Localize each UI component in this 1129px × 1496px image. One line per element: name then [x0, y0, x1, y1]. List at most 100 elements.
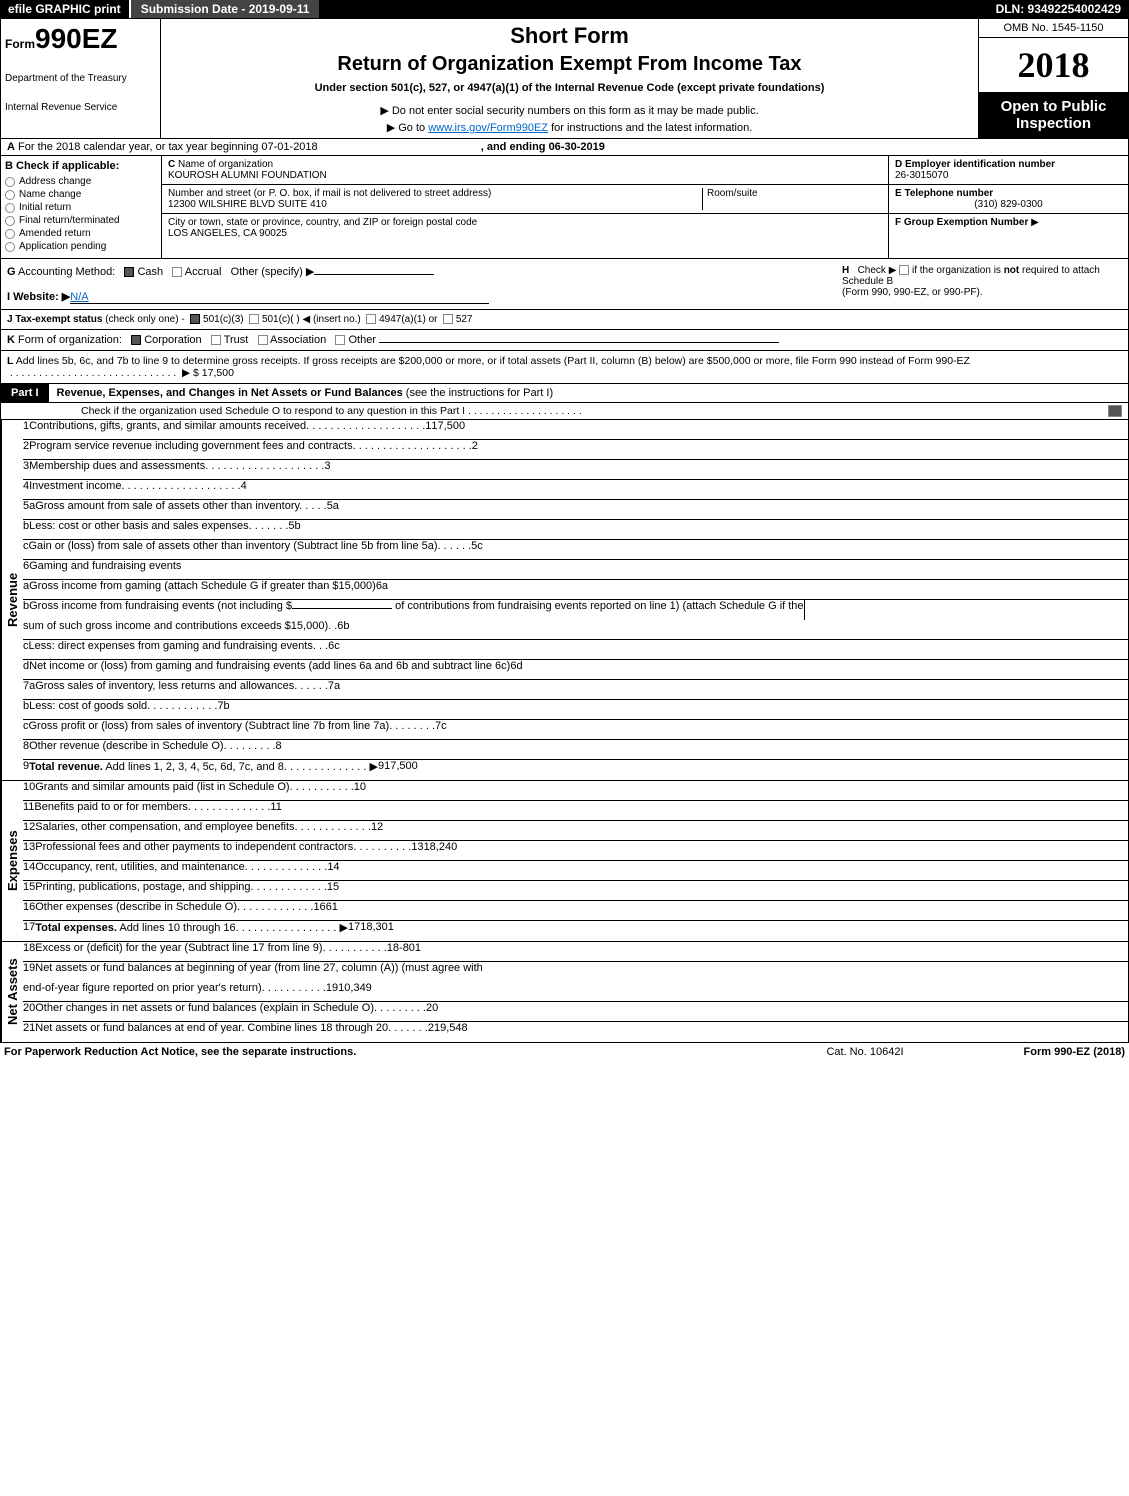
- line-1: 1Contributions, gifts, grants, and simil…: [23, 420, 1128, 440]
- submission-date: Submission Date - 2019-09-11: [131, 0, 320, 18]
- opt-application-pending[interactable]: Application pending: [5, 241, 157, 252]
- line-19a: 19Net assets or fund balances at beginni…: [23, 962, 1128, 982]
- tax-year-begin: For the 2018 calendar year, or tax year …: [18, 141, 318, 153]
- checkbox-trust-icon[interactable]: [211, 335, 221, 345]
- tax-year-end: , and ending 06-30-2019: [481, 141, 605, 153]
- checkbox-cash-icon[interactable]: [124, 267, 134, 277]
- dept-irs: Internal Revenue Service: [5, 102, 156, 113]
- opt-amended-return[interactable]: Amended return: [5, 228, 157, 239]
- org-name: KOUROSH ALUMNI FOUNDATION: [168, 170, 327, 181]
- label-j: J Tax-exempt status: [7, 314, 102, 325]
- radio-icon: [5, 242, 15, 252]
- room-suite: Room/suite: [702, 188, 882, 210]
- open-to-public: Open to Public Inspection: [979, 92, 1128, 138]
- col-def: D Employer identification number 26-3015…: [888, 156, 1128, 258]
- org-city: LOS ANGELES, CA 90025: [168, 228, 287, 239]
- checkbox-assoc-icon[interactable]: [258, 335, 268, 345]
- row-l: L Add lines 5b, 6c, and 7b to line 9 to …: [0, 351, 1129, 384]
- subtitle: Under section 501(c), 527, or 4947(a)(1)…: [169, 82, 970, 94]
- goto-prefix: ▶ Go to: [387, 122, 428, 134]
- note-goto: ▶ Go to www.irs.gov/Form990EZ for instru…: [169, 121, 970, 134]
- radio-icon: [5, 203, 15, 213]
- opt-address-change[interactable]: Address change: [5, 176, 157, 187]
- part1-title: Revenue, Expenses, and Changes in Net As…: [49, 384, 1128, 402]
- row-gh: G Accounting Method: Cash Accrual Other …: [0, 259, 1129, 310]
- website-value[interactable]: N/A: [70, 291, 488, 304]
- line-17-value: 18,301: [360, 921, 394, 941]
- page-footer: For Paperwork Reduction Act Notice, see …: [0, 1043, 1129, 1061]
- label-k: K: [7, 334, 15, 346]
- line-4: 4Investment income. . . . . . . . . . . …: [23, 480, 1128, 500]
- irs-link[interactable]: www.irs.gov/Form990EZ: [428, 122, 548, 134]
- omb-number: OMB No. 1545-1150: [979, 19, 1128, 38]
- row-j: J Tax-exempt status (check only one) - 5…: [0, 310, 1129, 330]
- phone-value: (310) 829-0300: [895, 199, 1122, 210]
- line-6b-2: sum of such gross income and contributio…: [23, 620, 1128, 640]
- line-5c: cGain or (loss) from sale of assets othe…: [23, 540, 1128, 560]
- line-19-value: 10,349: [338, 982, 372, 1001]
- checkbox-accrual-icon[interactable]: [172, 267, 182, 277]
- phone-cell: E Telephone number (310) 829-0300: [889, 185, 1128, 214]
- ein-label: D Employer identification number: [895, 159, 1055, 170]
- line-20: 20Other changes in net assets or fund ba…: [23, 1002, 1128, 1022]
- checkbox-corp-icon[interactable]: [131, 335, 141, 345]
- line-6b-1: bGross income from fundraising events (n…: [23, 600, 1128, 620]
- line-21-value: 9,548: [440, 1022, 468, 1042]
- open-line1: Open to Public: [983, 98, 1124, 115]
- addr-cell: Number and street (or P. O. box, if mail…: [162, 185, 888, 214]
- netassets-side-label: Net Assets: [1, 942, 23, 1042]
- group-label: F Group Exemption Number: [895, 217, 1028, 228]
- other-org-blank: [379, 342, 779, 343]
- label-l: L: [7, 355, 13, 367]
- revenue-side-label: Revenue: [1, 420, 23, 780]
- line-6a: aGross income from gaming (attach Schedu…: [23, 580, 1128, 600]
- name-label: Name of organization: [178, 159, 273, 170]
- line-8: 8Other revenue (describe in Schedule O).…: [23, 740, 1128, 760]
- form-header: Form990EZ Department of the Treasury Int…: [0, 18, 1129, 139]
- label-i: I Website: ▶: [7, 291, 70, 303]
- schedule-o-checkbox-icon[interactable]: [1108, 405, 1122, 417]
- arrow-icon: ▶: [1031, 217, 1039, 228]
- line-6: 6Gaming and fundraising events: [23, 560, 1128, 580]
- line-6c: cLess: direct expenses from gaming and f…: [23, 640, 1128, 660]
- checkbox-527-icon[interactable]: [443, 314, 453, 324]
- gross-receipts: $ 17,500: [193, 367, 234, 379]
- dln: DLN: 93492254002429: [988, 0, 1129, 18]
- org-address: 12300 WILSHIRE BLVD SUITE 410: [168, 199, 327, 210]
- arrow-icon: ▶: [182, 367, 190, 379]
- checkbox-501c-icon[interactable]: [249, 314, 259, 324]
- checkbox-4947-icon[interactable]: [366, 314, 376, 324]
- line-21: 21Net assets or fund balances at end of …: [23, 1022, 1128, 1042]
- cat-no: Cat. No. 10642I: [826, 1046, 903, 1058]
- line-15: 15Printing, publications, postage, and s…: [23, 881, 1128, 901]
- checkbox-other-icon[interactable]: [335, 335, 345, 345]
- return-title: Return of Organization Exempt From Incom…: [169, 53, 970, 76]
- opt-final-return[interactable]: Final return/terminated: [5, 215, 157, 226]
- top-bar: efile GRAPHIC print Submission Date - 20…: [0, 0, 1129, 18]
- line-9: 9Total revenue. Add lines 1, 2, 3, 4, 5c…: [23, 760, 1128, 780]
- line-1-value: 17,500: [431, 420, 465, 439]
- header-right: OMB No. 1545-1150 2018 Open to Public In…: [978, 19, 1128, 138]
- phone-label: E Telephone number: [895, 188, 993, 199]
- label-h: H: [842, 265, 849, 276]
- line-5a: 5aGross amount from sale of assets other…: [23, 500, 1128, 520]
- line-5b: bLess: cost or other basis and sales exp…: [23, 520, 1128, 540]
- net-assets-section: Net Assets 18Excess or (deficit) for the…: [0, 942, 1129, 1043]
- part1-tab: Part I: [1, 384, 49, 402]
- line-19b: end-of-year figure reported on prior yea…: [23, 982, 1128, 1002]
- line-2: 2Program service revenue including gover…: [23, 440, 1128, 460]
- checkbox-h-icon[interactable]: [899, 265, 909, 275]
- checkbox-501c3-icon[interactable]: [190, 314, 200, 324]
- line-11: 11Benefits paid to or for members. . . .…: [23, 801, 1128, 821]
- label-a: A: [7, 141, 15, 153]
- check-if-applicable: B Check if applicable:: [5, 160, 157, 172]
- opt-name-change[interactable]: Name change: [5, 189, 157, 200]
- group-exemption-cell: F Group Exemption Number ▶: [889, 214, 1128, 231]
- expenses-side-label: Expenses: [1, 781, 23, 941]
- opt-initial-return[interactable]: Initial return: [5, 202, 157, 213]
- header-left: Form990EZ Department of the Treasury Int…: [1, 19, 161, 138]
- line-17: 17Total expenses. Add lines 10 through 1…: [23, 921, 1128, 941]
- line-6d: dNet income or (loss) from gaming and fu…: [23, 660, 1128, 680]
- note-ssn: ▶ Do not enter social security numbers o…: [169, 104, 970, 117]
- org-name-cell: C Name of organization KOUROSH ALUMNI FO…: [162, 156, 888, 185]
